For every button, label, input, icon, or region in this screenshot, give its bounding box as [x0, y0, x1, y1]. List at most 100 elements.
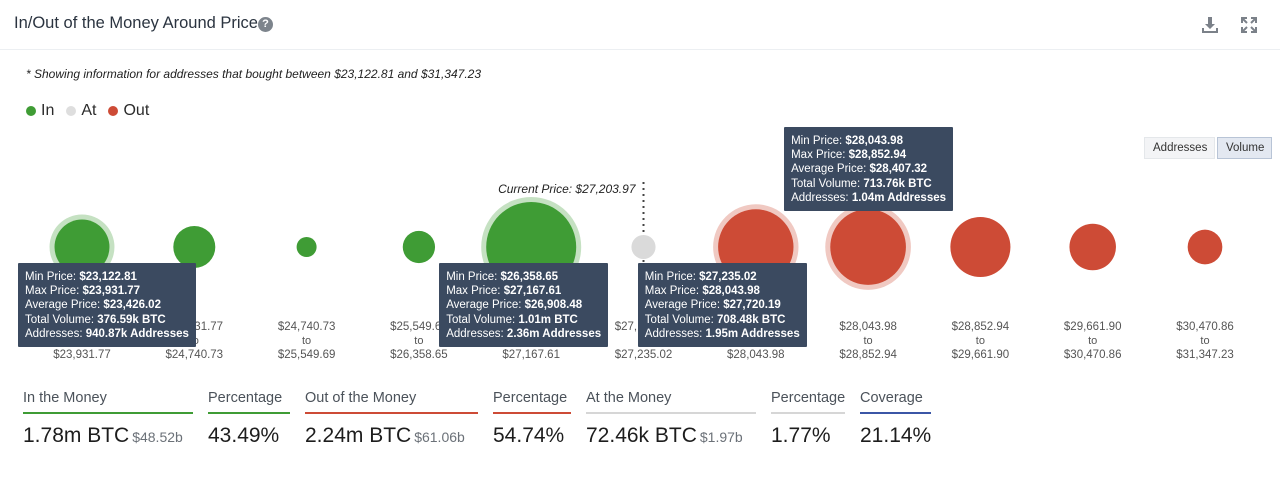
help-icon[interactable]: ? — [258, 17, 273, 32]
tooltip-row: Total Volume: 1.01m BTC — [446, 313, 601, 327]
x-tick-label: to — [864, 335, 873, 347]
tooltip-row-value: $23,426.02 — [103, 299, 161, 312]
stat-label: In the Money — [23, 390, 193, 414]
tooltip-row: Addresses: 940.87k Addresses — [25, 327, 189, 341]
stat-label: Percentage — [493, 390, 571, 414]
x-tick-label: $29,661.90 — [952, 349, 1010, 361]
out-dot-icon — [108, 106, 119, 116]
x-tick-label: $28,852.94 — [839, 349, 897, 361]
tooltip-row: Max Price: $27,167.61 — [446, 284, 601, 298]
stat-sub-value: $61.06b — [414, 429, 465, 445]
stat-out-of-the-money: Out of the Money 2.24m BTC $61.06b — [305, 390, 478, 448]
addresses-toggle-button[interactable]: Addresses — [1144, 137, 1215, 159]
tooltip-row-label: Total Volume: — [644, 313, 718, 326]
stat-value: 21.14% — [860, 424, 932, 447]
tooltip-row-value: 376.59k BTC — [97, 313, 166, 326]
stat-in-the-money: In the Money 1.78m BTC $48.52b — [23, 390, 193, 448]
tooltip-row-value: $26,358.65 — [500, 271, 559, 283]
in-dot-icon — [26, 106, 36, 116]
tooltip-row-label: Average Price: — [791, 163, 870, 176]
x-tick-label: $28,043.98 — [727, 349, 785, 361]
bubble-in[interactable] — [173, 225, 216, 269]
x-tick-label: to — [1088, 335, 1097, 347]
bubble-in[interactable] — [54, 219, 110, 275]
tooltip-row: Max Price: $28,852.94 — [791, 148, 946, 162]
x-tick-label: to — [1200, 335, 1209, 347]
expand-icon[interactable] — [1239, 15, 1259, 35]
bubble-at[interactable] — [631, 234, 656, 260]
x-tick-label: $28,043.98 — [839, 321, 897, 333]
tooltip-row-label: Addresses: — [791, 191, 852, 204]
x-tick-label: to — [414, 335, 423, 347]
tooltip: Min Price: $23,122.81 Max Price: $23,931.… — [18, 263, 196, 348]
bubble-out[interactable] — [1069, 223, 1116, 271]
legend: In At Out — [26, 102, 149, 120]
tooltip-row: Max Price: $28,043.98 — [645, 284, 800, 298]
at-dot-icon — [66, 106, 77, 116]
tooltip-row: Average Price: $23,426.02 — [25, 298, 189, 312]
tooltip-row-value: $28,407.32 — [869, 163, 928, 176]
legend-item-at[interactable]: At — [66, 102, 96, 120]
current-price-label: Current Price: $27,203.97 — [498, 182, 637, 196]
tooltip-row-label: Min Price: — [791, 135, 846, 147]
legend-item-in[interactable]: In — [26, 102, 54, 120]
x-tick-label: $23,931.77 — [53, 349, 111, 361]
tooltip-row-value: $27,235.02 — [699, 271, 757, 283]
download-icon[interactable] — [1200, 15, 1220, 35]
legend-label-in: In — [41, 102, 55, 119]
bubble-in[interactable] — [402, 230, 436, 264]
stat-sub-value: $48.52b — [132, 429, 183, 445]
tooltip-row-label: Min Price: — [446, 271, 501, 283]
tooltip-row: Average Price: $28,407.32 — [791, 162, 946, 176]
tooltip-row-value: 713.76k BTC — [863, 177, 932, 190]
legend-label-at: At — [81, 102, 97, 119]
legend-item-out[interactable]: Out — [108, 102, 149, 120]
tooltip-row-label: Addresses: — [25, 327, 86, 340]
tooltip-row-value: 1.95m Addresses — [705, 327, 800, 340]
stat-value: 43.49% — [208, 424, 280, 447]
page-title: In/Out of the Money Around Price — [14, 14, 258, 32]
stat-sub-value: $1.97b — [699, 429, 743, 445]
stats-bar: In the Money 1.78m BTC $48.52b Percentage… — [0, 390, 1280, 460]
stat-value: 2.24m BTC $61.06b — [305, 424, 465, 447]
tooltip-row-label: Max Price: — [25, 285, 83, 298]
tooltip-row-value: $26,908.48 — [524, 299, 583, 312]
volume-toggle-button[interactable]: Volume — [1217, 137, 1272, 159]
tooltip-row-label: Max Price: — [644, 285, 703, 298]
chart-header: In/Out of the Money Around Price ? — [0, 0, 1280, 50]
x-tick-label: $27,235.02 — [615, 349, 673, 361]
x-tick-label: $31,347.23 — [1176, 349, 1234, 361]
x-tick-label: $29,661.90 — [1064, 321, 1122, 333]
tooltip-row: Max Price: $23,931.77 — [25, 284, 189, 298]
stat-value: 1.78m BTC $48.52b — [23, 424, 183, 447]
tooltip-row-value: $27,720.19 — [723, 299, 781, 312]
x-tick-label: $27,167.61 — [502, 349, 560, 361]
stat-label: Percentage — [771, 390, 845, 414]
bubble-out[interactable] — [950, 216, 1011, 278]
x-tick-label: $26,358.65 — [390, 349, 448, 361]
tooltip-row-label: Min Price: — [25, 271, 80, 283]
stat-at-the-money: At the Money 72.46k BTC $1.97b — [586, 390, 756, 448]
stat-label: Out of the Money — [305, 390, 478, 414]
tooltip-row: Total Volume: 708.48k BTC — [645, 313, 800, 327]
tooltip-row-value: $28,043.98 — [702, 285, 760, 298]
tooltip-row: Average Price: $26,908.48 — [446, 298, 601, 312]
tooltip-row-label: Max Price: — [791, 149, 849, 162]
tooltip-row: Addresses: 2.36m Addresses — [446, 327, 601, 341]
bubble-in[interactable] — [296, 237, 317, 257]
bubble-out[interactable] — [830, 209, 906, 285]
tooltip-row: Addresses: 1.04m Addresses — [791, 191, 946, 205]
bubble-out[interactable] — [1187, 229, 1223, 265]
tooltip-row-label: Total Volume: — [446, 313, 519, 326]
tooltip-row-label: Total Volume: — [25, 313, 98, 326]
tooltip-row-value: $23,931.77 — [82, 285, 141, 298]
tooltip-row: Min Price: $28,043.98 — [791, 134, 946, 148]
x-tick-label: $30,470.86 — [1176, 321, 1234, 333]
tooltip: Min Price: $27,235.02 Max Price: $28,043.… — [637, 263, 807, 348]
x-tick-label: $24,740.73 — [278, 321, 336, 333]
range-note: * Showing information for addresses that… — [26, 67, 481, 81]
stat-value: 72.46k BTC $1.97b — [586, 424, 743, 447]
x-tick-label: to — [302, 335, 311, 347]
tooltip-row: Total Volume: 376.59k BTC — [25, 313, 189, 327]
tooltip-row-label: Average Price: — [446, 299, 525, 312]
